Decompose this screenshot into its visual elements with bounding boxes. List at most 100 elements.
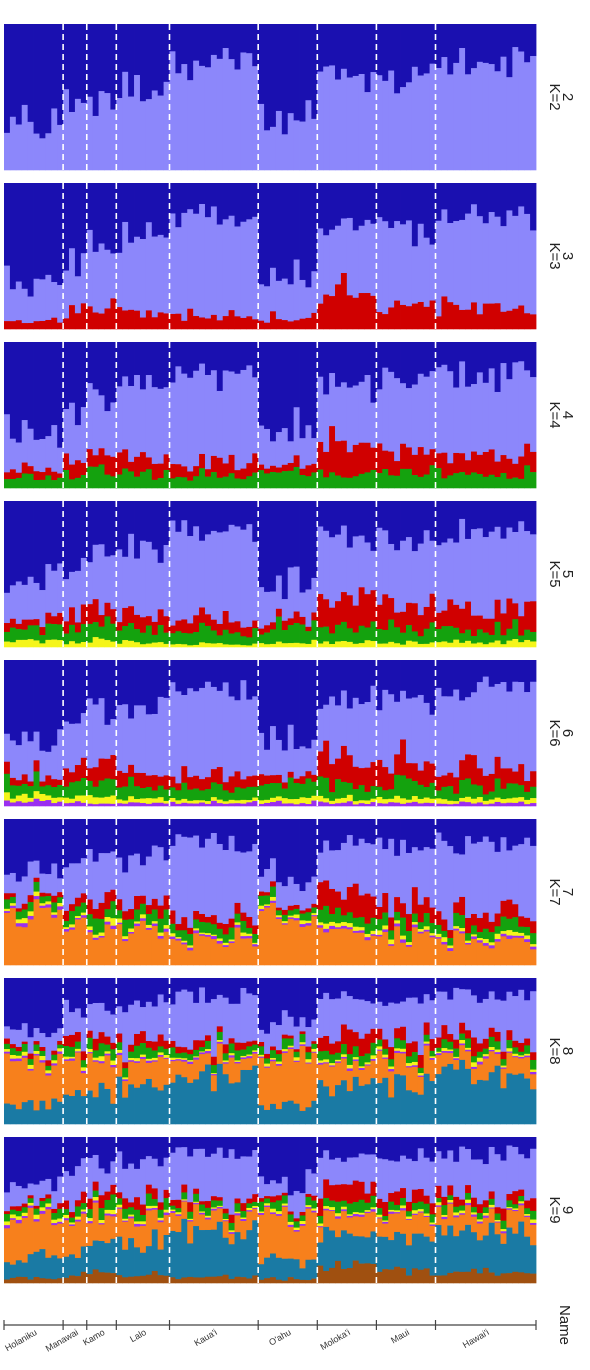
bar-segment: [4, 874, 11, 894]
bar-segment: [21, 639, 29, 648]
bar-segment: [494, 621, 501, 641]
bar-segment: [9, 1209, 17, 1215]
bar-segment: [216, 224, 224, 321]
bar-segment: [441, 24, 448, 58]
bar-segment: [376, 604, 383, 630]
bar-segment: [512, 308, 519, 330]
bar-segment: [134, 614, 141, 630]
bar-segment: [364, 940, 371, 966]
bar-segment: [258, 819, 265, 878]
bar-segment: [80, 183, 88, 254]
bar-segment: [33, 1214, 40, 1220]
bar-segment: [4, 592, 11, 624]
bar-segment: [441, 978, 448, 992]
bar-segment: [21, 420, 29, 463]
bar-segment: [21, 342, 29, 421]
bar-segment: [69, 802, 76, 807]
bar-segment: [193, 835, 200, 912]
bar-segment: [370, 1195, 377, 1208]
bar-segment: [80, 1017, 88, 1052]
bar-segment: [453, 1271, 460, 1284]
bar-segment: [69, 1175, 76, 1213]
bar-segment: [494, 461, 501, 478]
bar-segment: [210, 660, 218, 688]
k-equals-label: K=2: [546, 83, 563, 110]
bar-segment: [27, 24, 34, 123]
bar-segment: [417, 928, 425, 933]
bar-segment: [470, 1197, 478, 1208]
bar-segment: [151, 1208, 159, 1210]
bar-segment: [293, 1137, 300, 1192]
bar-segment: [128, 1137, 135, 1164]
bar-segment: [92, 1197, 99, 1201]
bar-segment: [234, 632, 241, 645]
bar-segment: [63, 1137, 70, 1172]
bar-segment: [4, 1211, 11, 1215]
bar-segment: [169, 1230, 176, 1278]
bar-segment: [145, 310, 153, 330]
bar-segment: [417, 183, 425, 225]
bar-segment: [311, 1048, 318, 1053]
bar-segment: [252, 696, 259, 776]
bar-segment: [459, 933, 466, 966]
bar-segment: [86, 642, 94, 648]
bar-segment: [299, 797, 306, 804]
bar-segment: [210, 1074, 218, 1076]
bar-segment: [204, 801, 212, 805]
bar-segment: [465, 819, 472, 837]
bar-segment: [524, 799, 531, 805]
bar-segment: [370, 590, 377, 622]
bar-segment: [358, 704, 365, 769]
bar-segment: [488, 1137, 496, 1148]
bar-segment: [57, 624, 64, 641]
bar-segment: [346, 1054, 354, 1066]
bar-segment: [234, 621, 241, 633]
bar-segment: [63, 409, 70, 454]
bar-segment: [317, 1242, 324, 1266]
bar-segment: [98, 342, 105, 396]
bar-segment: [376, 919, 383, 931]
bar-segment: [264, 501, 271, 593]
bar-segment: [405, 24, 413, 83]
bar-segment: [27, 1183, 34, 1196]
bar-segment: [518, 501, 525, 522]
bar-segment: [352, 536, 360, 606]
bar-segment: [340, 1161, 348, 1185]
bar-segment: [80, 1067, 88, 1072]
bar-segment: [69, 402, 76, 465]
bar-segment: [311, 800, 318, 807]
bar-segment: [187, 803, 194, 807]
bar-segment: [506, 1194, 513, 1201]
bar-segment: [287, 1258, 295, 1278]
bar-segment: [423, 454, 430, 475]
bar-segment: [287, 803, 295, 807]
bar-segment: [69, 723, 76, 773]
bar-segment: [193, 1226, 200, 1278]
bar-segment: [45, 623, 52, 641]
bar-segment: [470, 183, 478, 205]
bar-segment: [145, 342, 153, 376]
bar-segment: [234, 1213, 241, 1216]
bar-segment: [104, 921, 111, 925]
bar-segment: [33, 819, 40, 861]
bar-segment: [411, 1202, 419, 1211]
bar-segment: [376, 1236, 383, 1273]
bar-segment: [299, 501, 306, 593]
bar-segment: [134, 1168, 141, 1198]
bar-segment: [352, 342, 360, 386]
bar-segment: [323, 294, 330, 330]
bar-segment: [234, 803, 241, 807]
bar-segment: [465, 538, 472, 602]
population-label: Lalo: [128, 1327, 148, 1344]
bar-segment: [157, 1052, 164, 1056]
bar-segment: [494, 1207, 501, 1214]
bar-segment: [311, 183, 318, 272]
bar-segment: [352, 501, 360, 537]
bar-segment: [163, 909, 170, 926]
bar-segment: [524, 465, 531, 489]
bar-segment: [69, 904, 76, 912]
bar-segment: [134, 629, 141, 643]
bar-segment: [210, 1196, 218, 1201]
bar-segment: [163, 1212, 170, 1216]
bar-segment: [470, 660, 478, 693]
